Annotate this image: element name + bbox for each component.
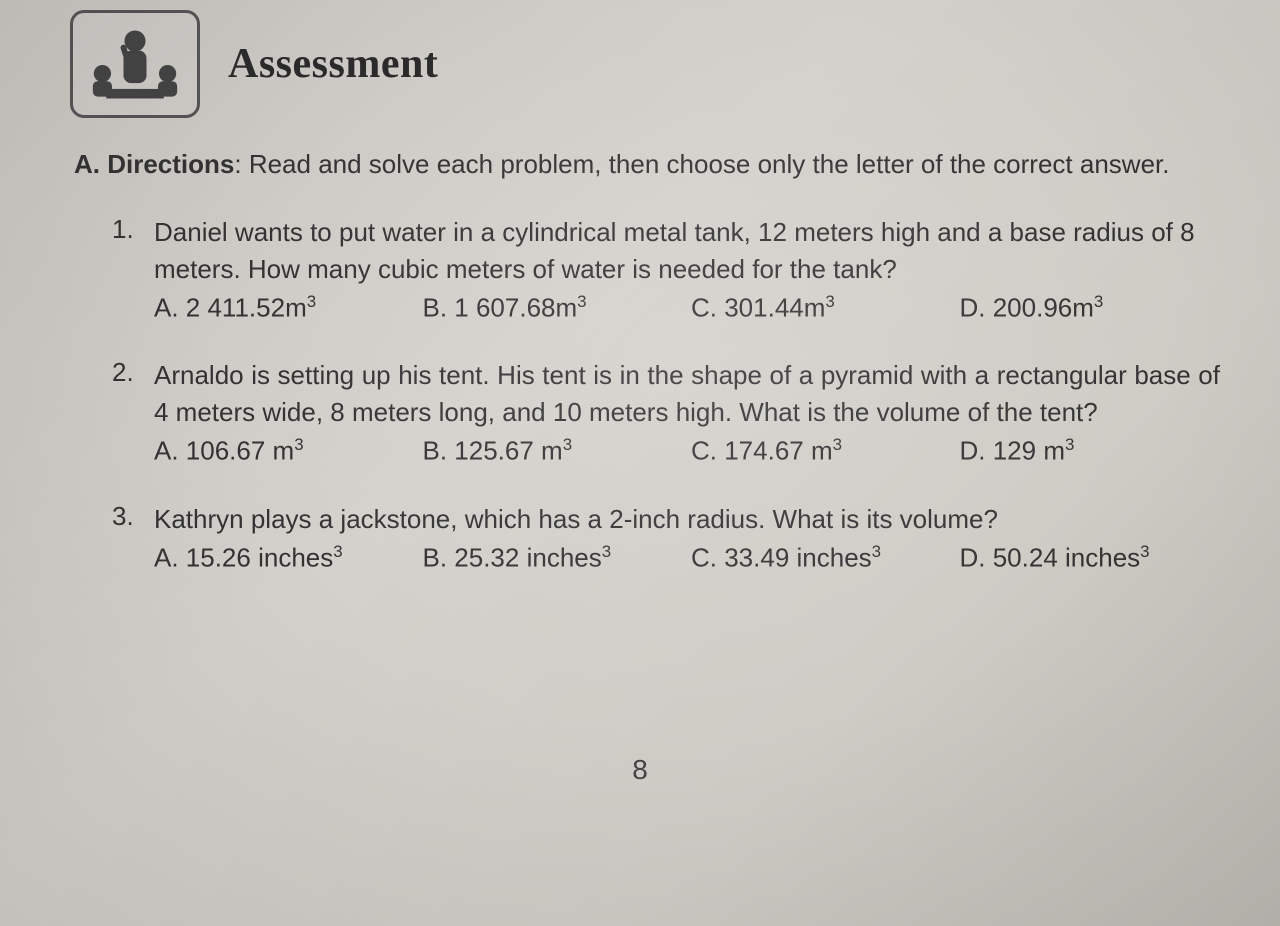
classroom-icon	[70, 10, 200, 118]
header: Assessment	[70, 10, 1220, 118]
directions: A. Directions: Read and solve each probl…	[70, 146, 1220, 184]
page-number: 8	[632, 754, 648, 786]
choice-option: C. 174.67 m3	[691, 435, 952, 467]
choice-row: A. 15.26 inches3B. 25.32 inches3C. 33.49…	[112, 542, 1220, 574]
choice-option: C. 301.44m3	[691, 292, 952, 324]
question-block: 1.Daniel wants to put water in a cylindr…	[70, 214, 1220, 323]
question-block: 2.Arnaldo is setting up his tent. His te…	[70, 357, 1220, 466]
choice-option: B. 1 607.68m3	[423, 292, 684, 324]
question-block: 3. Kathryn plays a jackstone, which has a…	[70, 501, 1220, 574]
choice-option: B. 25.32 inches3	[423, 542, 684, 574]
choice-option: C. 33.49 inches3	[691, 542, 952, 574]
question-number: 1.	[112, 214, 140, 288]
choice-option: A. 2 411.52m3	[154, 292, 415, 324]
question-number: 3.	[112, 501, 140, 538]
question-number: 2.	[112, 357, 140, 431]
choice-option: D. 129 m3	[960, 435, 1221, 467]
question-row: 3. Kathryn plays a jackstone, which has a…	[112, 501, 1220, 538]
directions-text: : Read and solve each problem, then choo…	[234, 149, 1169, 179]
choice-option: D. 50.24 inches3	[960, 542, 1221, 574]
choice-row: A. 2 411.52m3B. 1 607.68m3C. 301.44m3D. …	[112, 292, 1220, 324]
question-row: 2.Arnaldo is setting up his tent. His te…	[112, 357, 1220, 431]
question-text: Kathryn plays a jackstone, which has a 2…	[154, 501, 998, 538]
page-title: Assessment	[228, 40, 438, 88]
question-text: Daniel wants to put water in a cylindric…	[154, 214, 1220, 288]
question-text: Arnaldo is setting up his tent. His tent…	[154, 357, 1220, 431]
choice-option: A. 106.67 m3	[154, 435, 415, 467]
choice-option: D. 200.96m3	[960, 292, 1221, 324]
choice-option: A. 15.26 inches3	[154, 542, 415, 574]
choice-row: A. 106.67 m3B. 125.67 m3C. 174.67 m3D. 1…	[112, 435, 1220, 467]
directions-label: A. Directions	[74, 149, 234, 179]
choice-option: B. 125.67 m3	[423, 435, 684, 467]
question-row: 1.Daniel wants to put water in a cylindr…	[112, 214, 1220, 288]
